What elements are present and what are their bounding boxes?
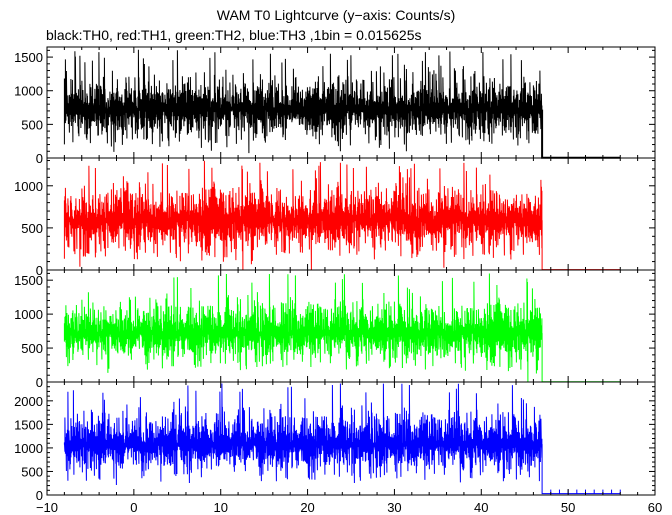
series-th1-tail	[541, 220, 621, 271]
y-tick-label: 0	[36, 263, 43, 278]
series-th0-tail	[541, 109, 621, 159]
y-tick-label: 0	[36, 375, 43, 390]
x-tick-label: 40	[474, 500, 488, 515]
series-th0-line	[63, 49, 543, 154]
x-tick-label: 50	[561, 500, 575, 515]
series-th3-tail	[541, 444, 621, 495]
y-tick-label: 0	[36, 488, 43, 503]
y-tick-label: 500	[21, 464, 43, 479]
y-tick-label: 1000	[14, 84, 43, 99]
y-tick-label: 500	[21, 221, 43, 236]
y-tick-label: 1000	[14, 441, 43, 456]
x-tick-label: 10	[213, 500, 227, 515]
y-tick-label: 500	[21, 117, 43, 132]
x-tick-label: −10	[36, 500, 58, 515]
series-th3-line	[63, 383, 543, 486]
y-tick-label: 0	[36, 151, 43, 166]
y-tick-label: 1500	[14, 273, 43, 288]
y-tick-label: 1500	[14, 50, 43, 65]
y-tick-label: 1000	[14, 307, 43, 322]
series-th2-tail	[541, 333, 621, 383]
y-tick-label: 500	[21, 341, 43, 356]
x-tick-label: 20	[300, 500, 314, 515]
chart-title: WAM T0 Lightcurve (y−axis: Counts/s)	[216, 7, 456, 23]
x-tick-label: 30	[387, 500, 401, 515]
chart-subtitle: black:TH0, red:TH1, green:TH2, blue:TH3 …	[46, 27, 422, 43]
y-tick-label: 1500	[14, 417, 43, 432]
series-th1-line	[63, 160, 543, 270]
y-tick-label: 2000	[14, 394, 43, 409]
series-th2-line	[63, 273, 543, 382]
y-tick-label: 1000	[14, 179, 43, 194]
x-tick-label: 0	[130, 500, 137, 515]
axis-layer: 0500100015000500100005001000150005001000…	[14, 47, 662, 515]
x-tick-label: 60	[648, 500, 662, 515]
